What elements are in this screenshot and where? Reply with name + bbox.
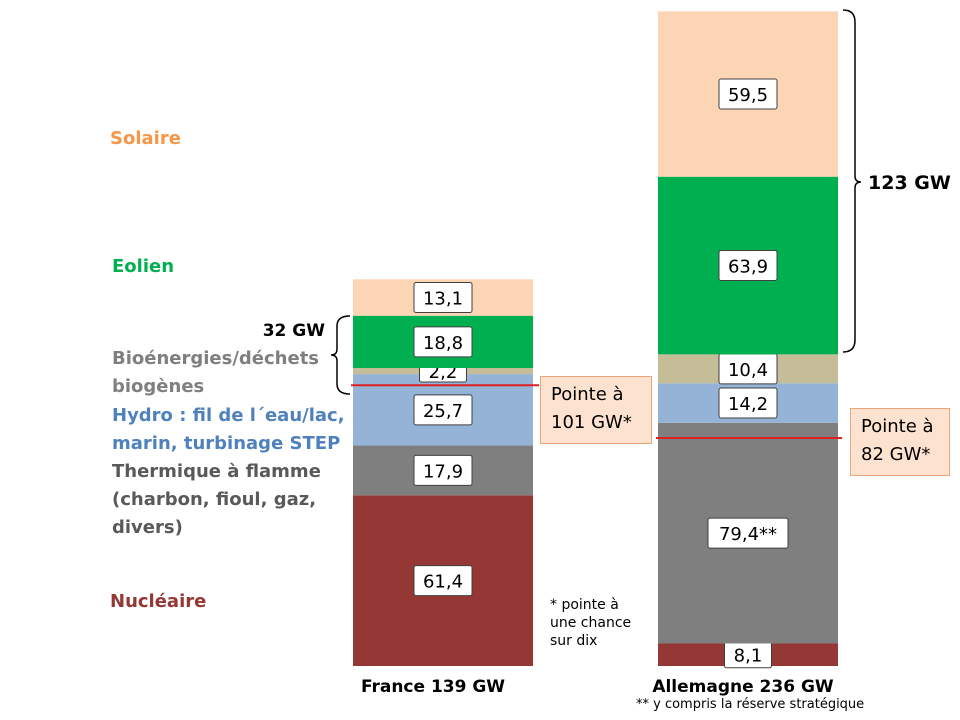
bracket-label: 123 GW <box>868 172 951 194</box>
value-label: 25,7 <box>423 401 463 422</box>
value-label: 13,1 <box>423 289 463 310</box>
value-label: 10,4 <box>728 360 768 381</box>
footnote-peak: * pointe à une chance sur dix <box>550 596 631 650</box>
value-label-box <box>707 517 789 549</box>
legend-line: Thermique à flamme <box>112 461 321 482</box>
legend-bioenergies: Bioénergies/déchets biogènes <box>112 345 319 401</box>
value-label: 63,9 <box>728 257 768 278</box>
legend-line: Nucléaire <box>110 591 207 612</box>
value-label: 79,4** <box>719 524 777 545</box>
value-label-box <box>413 326 473 358</box>
footnote-line: une chance <box>550 615 632 631</box>
bracket-france <box>330 315 351 395</box>
peak-box-line: Pointe à <box>551 384 624 405</box>
footnote-text: ** y compris la réserve stratégique <box>636 697 865 712</box>
legend-hydro: Hydro : fil de l´eau/lac, marin, turbina… <box>112 402 345 458</box>
value-label: 18,8 <box>423 333 463 354</box>
peak-box-line: Pointe à <box>861 416 934 437</box>
legend-line: (charbon, fioul, gaz, <box>112 489 317 510</box>
footnote-line: * pointe à <box>550 597 619 613</box>
value-label: 14,2 <box>728 394 768 415</box>
bracket-germany <box>842 9 862 353</box>
value-label-box <box>413 394 473 426</box>
peak-box-france: Pointe à 101 GW* <box>540 376 652 444</box>
peak-box-germany: Pointe à 82 GW* <box>850 408 950 476</box>
legend-eolien: Eolien <box>112 253 174 281</box>
value-label-box <box>718 250 778 282</box>
footnote-line: sur dix <box>550 633 598 649</box>
value-label: 61,4 <box>423 572 463 593</box>
value-label: 8,1 <box>734 646 763 667</box>
bracket-label: 32 GW <box>263 321 326 341</box>
category-label: Allemagne 236 GW <box>652 677 834 697</box>
peak-box-line: 82 GW* <box>861 444 931 465</box>
legend-line: Eolien <box>112 256 175 277</box>
legend-thermique: Thermique à flamme (charbon, fioul, gaz,… <box>112 458 321 542</box>
legend-line: Solaire <box>110 128 181 149</box>
legend-line: marin, turbinage STEP <box>112 433 341 454</box>
legend-line: Hydro : fil de l´eau/lac, <box>112 405 345 426</box>
legend-line: biogènes <box>112 376 205 397</box>
legend-line: divers) <box>112 517 183 538</box>
peak-box-line: 101 GW* <box>551 412 632 433</box>
value-label-box <box>718 387 778 419</box>
value-label-box <box>413 565 473 597</box>
legend-solaire: Solaire <box>110 125 181 153</box>
value-label: 59,5 <box>728 85 768 106</box>
legend-nucleaire: Nucléaire <box>110 588 206 616</box>
value-label-box <box>413 282 473 314</box>
value-label-box <box>718 78 778 110</box>
category-label: France 139 GW <box>361 677 505 697</box>
value-label-box <box>413 454 473 486</box>
legend-line: Bioénergies/déchets <box>112 348 320 369</box>
value-label: 17,9 <box>423 461 463 482</box>
footnote-reserve: ** y compris la réserve stratégique <box>636 696 864 714</box>
